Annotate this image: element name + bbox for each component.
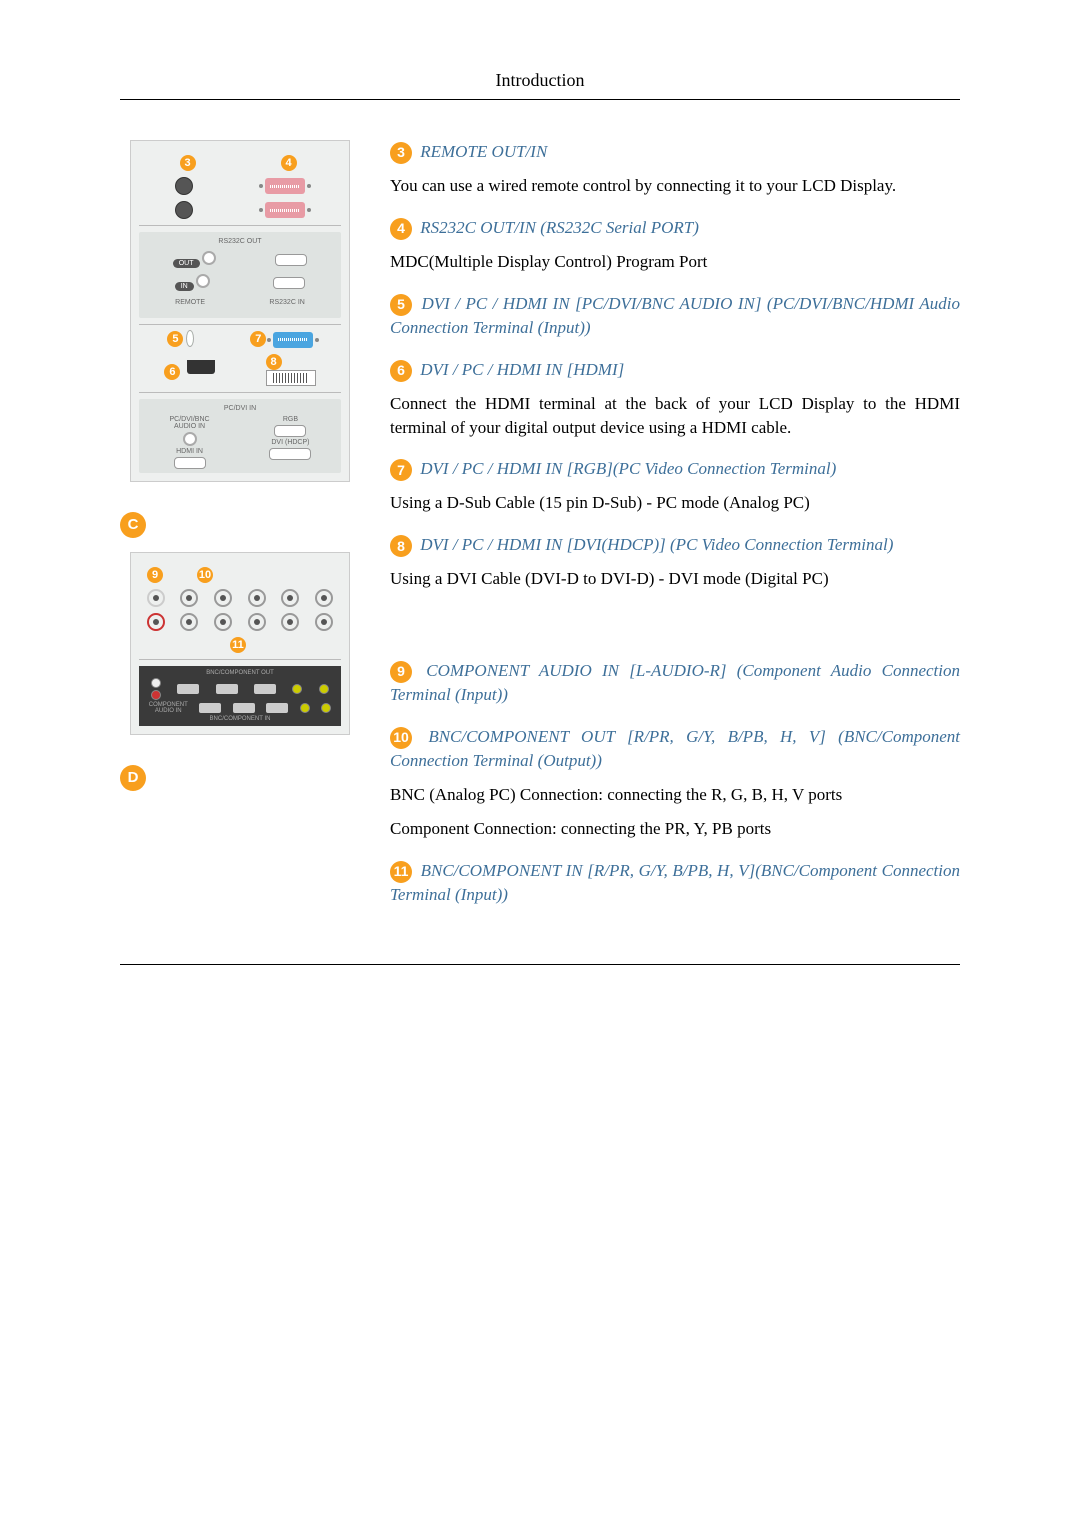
item-9-heading: COMPONENT AUDIO IN [L-AUDIO-R] (Componen…: [390, 661, 960, 704]
item-3: 3 REMOTE OUT/IN You can use a wired remo…: [390, 140, 960, 198]
badge-7: 7: [250, 331, 266, 347]
item-4: 4 RS232C OUT/IN (RS232C Serial PORT) MDC…: [390, 216, 960, 274]
letter-d-badge: D: [120, 765, 146, 791]
item-10-heading: BNC/COMPONENT OUT [R/PR, G/Y, B/PB, H, V…: [390, 727, 960, 770]
hdmiin-label: HDMI IN: [176, 448, 203, 455]
audio-r-out: [147, 613, 165, 631]
audio-l-out: [147, 589, 165, 607]
bnc-out-label: BNC/COMPONENT OUT: [143, 670, 337, 676]
rs232c-out-slot: [275, 254, 307, 266]
item-6-badge: 6: [390, 360, 412, 382]
audio-jack: [187, 331, 193, 346]
letter-c: C: [120, 512, 360, 538]
item-8-body: Using a DVI Cable (DVI-D to DVI-D) - DVI…: [390, 567, 960, 591]
hdmi-port: [187, 360, 215, 374]
left-column-top: 3 4 RS232C OUT OUT: [120, 140, 360, 924]
remote-label: REMOTE: [175, 299, 205, 306]
item-10-body2: Component Connection: connecting the PR,…: [390, 817, 960, 841]
item-11-heading: BNC/COMPONENT IN [R/PR, G/Y, B/PB, H, V]…: [390, 861, 960, 904]
rgb-label: RGB: [283, 416, 298, 423]
rs232c-out-port: [265, 178, 305, 194]
section-top: 3 4 RS232C OUT OUT: [120, 140, 960, 924]
pcdviin-label: PC/DVI IN: [143, 405, 337, 412]
item-7: 7 DVI / PC / HDMI IN [RGB](PC Video Conn…: [390, 457, 960, 515]
item-11: 11 BNC/COMPONENT IN [R/PR, G/Y, B/PB, H,…: [390, 859, 960, 907]
page-header: Introduction: [120, 70, 960, 91]
item-8-heading: DVI / PC / HDMI IN [DVI(HDCP)] (PC Video…: [420, 535, 893, 554]
rs232c-in-port: [265, 202, 305, 218]
item-10-badge: 10: [390, 727, 412, 749]
item-7-heading: DVI / PC / HDMI IN [RGB](PC Video Connec…: [420, 459, 836, 478]
badge-3: 3: [180, 155, 196, 171]
letter-d: D: [120, 765, 360, 791]
rgb-dsub: [273, 332, 313, 348]
remote-out-jack: [175, 177, 193, 195]
item-6-heading: DVI / PC / HDMI IN [HDMI]: [420, 360, 624, 379]
item-11-badge: 11: [390, 861, 412, 883]
item-6: 6 DVI / PC / HDMI IN [HDMI] Connect the …: [390, 358, 960, 440]
in-label: IN: [175, 282, 194, 291]
rs232c-out-label: RS232C OUT: [143, 238, 337, 245]
item-4-badge: 4: [390, 218, 412, 240]
item-4-heading: RS232C OUT/IN (RS232C Serial PORT): [420, 218, 699, 237]
ports-diagram-1: 3 4 RS232C OUT OUT: [130, 140, 350, 482]
bnc-in-label: BNC/COMPONENT IN: [143, 716, 337, 722]
bnc-lower-panel: BNC/COMPONENT OUT COMPONENT AUDIO IN BNC…: [139, 666, 341, 726]
badge-10: 10: [197, 567, 213, 583]
dvihdcp-label: DVI (HDCP): [271, 439, 309, 446]
rs232c-in-label: RS232C IN: [269, 299, 304, 306]
badge-6: 6: [164, 364, 180, 380]
item-10: 10 BNC/COMPONENT OUT [R/PR, G/Y, B/PB, H…: [390, 725, 960, 840]
right-column: 3 REMOTE OUT/IN You can use a wired remo…: [390, 140, 960, 924]
item-4-body: MDC(Multiple Display Control) Program Po…: [390, 250, 960, 274]
header-rule: [120, 99, 960, 100]
item-9: 9 COMPONENT AUDIO IN [L-AUDIO-R] (Compon…: [390, 659, 960, 707]
item-9-badge: 9: [390, 661, 412, 683]
item-8: 8 DVI / PC / HDMI IN [DVI(HDCP)] (PC Vid…: [390, 533, 960, 591]
pcdvibnc-label: PC/DVI/BNC AUDIO IN: [170, 416, 210, 430]
badge-8: 8: [266, 354, 282, 370]
badge-9: 9: [147, 567, 163, 583]
badge-5: 5: [167, 331, 183, 347]
footer-rule: [120, 964, 960, 965]
item-5-badge: 5: [390, 294, 412, 316]
item-3-body: You can use a wired remote control by co…: [390, 174, 960, 198]
item-8-badge: 8: [390, 535, 412, 557]
item-5: 5 DVI / PC / HDMI IN [PC/DVI/BNC AUDIO I…: [390, 292, 960, 340]
letter-c-badge: C: [120, 512, 146, 538]
item-7-body: Using a D-Sub Cable (15 pin D-Sub) - PC …: [390, 491, 960, 515]
item-5-heading: DVI / PC / HDMI IN [PC/DVI/BNC AUDIO IN]…: [390, 294, 960, 337]
comp-audio-label: COMPONENT AUDIO IN: [149, 702, 188, 714]
rs232c-in-slot: [273, 277, 305, 289]
badge-11: 11: [230, 637, 246, 653]
item-7-badge: 7: [390, 459, 412, 481]
out-label: OUT: [173, 259, 200, 268]
item-10-body: BNC (Analog PC) Connection: connecting t…: [390, 783, 960, 807]
remote-in-jack: [175, 201, 193, 219]
ports-diagram-2: 9 10: [130, 552, 350, 735]
dvi-port: [266, 370, 316, 386]
item-3-badge: 3: [390, 142, 412, 164]
badge-4: 4: [281, 155, 297, 171]
item-6-body: Connect the HDMI terminal at the back of…: [390, 392, 960, 440]
item-3-heading: REMOTE OUT/IN: [420, 142, 547, 161]
